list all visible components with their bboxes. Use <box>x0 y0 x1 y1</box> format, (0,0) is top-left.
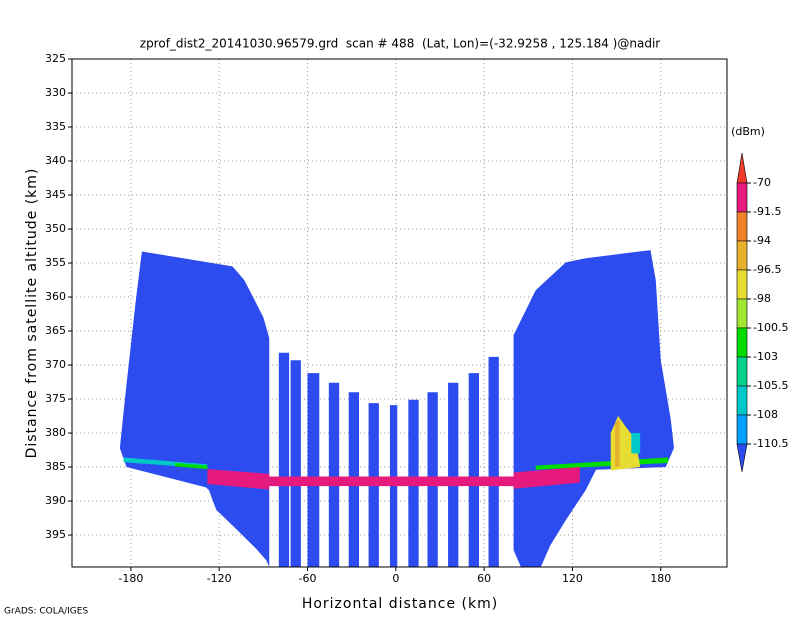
plot-frame <box>71 58 728 568</box>
y-tick-label: 375 <box>45 392 66 405</box>
y-tick-label: 340 <box>45 154 66 167</box>
chart-title: zprof_dist2_20141030.96579.grd scan # 48… <box>140 37 661 51</box>
x-tick-label: -180 <box>118 572 143 585</box>
colorbar-swatch <box>736 414 748 445</box>
y-tick-label: 380 <box>45 426 66 439</box>
x-tick-label: 120 <box>562 572 583 585</box>
colorbar-swatch <box>736 182 748 213</box>
y-tick-label: 360 <box>45 290 66 303</box>
colorbar-label: -94 <box>753 234 771 247</box>
y-tick-label: 365 <box>45 324 66 337</box>
y-tick-label: 335 <box>45 120 66 133</box>
x-tick-label: -60 <box>299 572 317 585</box>
colorbar-label: -105.5 <box>753 379 788 392</box>
colorbar-label: -100.5 <box>753 321 788 334</box>
colorbar-swatch <box>736 356 748 387</box>
data-region <box>269 476 514 487</box>
colorbar-label: -70 <box>753 176 771 189</box>
data-region <box>119 251 270 568</box>
data-region <box>615 419 620 468</box>
data-region <box>175 462 208 470</box>
colorbar-swatch <box>736 298 748 329</box>
y-tick-label: 350 <box>45 222 66 235</box>
data-region <box>513 250 675 568</box>
colorbar-swatch <box>736 240 748 271</box>
x-tick-label: 60 <box>477 572 491 585</box>
colorbar-label: -108 <box>753 408 778 421</box>
colorbar-label: -103 <box>753 350 778 363</box>
data-region <box>307 373 320 567</box>
y-tick-label: 370 <box>45 358 66 371</box>
y-tick-label: 395 <box>45 528 66 541</box>
colorbar-label: -110.5 <box>753 437 788 450</box>
y-tick-label: 330 <box>45 86 66 99</box>
data-region <box>513 467 580 489</box>
data-region <box>468 373 479 567</box>
colorbar-swatch <box>736 327 748 358</box>
x-tick-label: 0 <box>392 572 399 585</box>
data-region <box>290 360 301 567</box>
colorbar-swatch <box>736 385 748 416</box>
colorbar-label: (dBm) <box>731 125 765 138</box>
y-tick-label: 385 <box>45 460 66 473</box>
data-region <box>207 469 270 490</box>
y-tick-label: 355 <box>45 256 66 269</box>
x-tick-label: -120 <box>207 572 232 585</box>
colorbar-swatch <box>736 211 748 242</box>
x-axis-label: Horizontal distance (km) <box>302 596 498 612</box>
y-tick-label: 390 <box>45 494 66 507</box>
colorbar-label: -91.5 <box>753 205 781 218</box>
data-region <box>448 382 459 567</box>
data-region <box>631 433 641 454</box>
y-tick-label: 325 <box>45 52 66 65</box>
colorbar-swatch <box>736 269 748 300</box>
colorbar-label: -96.5 <box>753 263 781 276</box>
data-region <box>328 382 340 567</box>
y-axis-label: Distance from satellite altitude (km) <box>24 168 40 459</box>
colorbar-swatch <box>736 152 748 184</box>
y-tick-label: 345 <box>45 188 66 201</box>
data-region <box>488 356 499 567</box>
footer: GrADS: COLA/IGES <box>4 607 88 617</box>
colorbar-swatch <box>736 443 748 473</box>
data-region <box>278 352 290 567</box>
colorbar-label: -98 <box>753 292 771 305</box>
x-tick-label: 180 <box>650 572 671 585</box>
